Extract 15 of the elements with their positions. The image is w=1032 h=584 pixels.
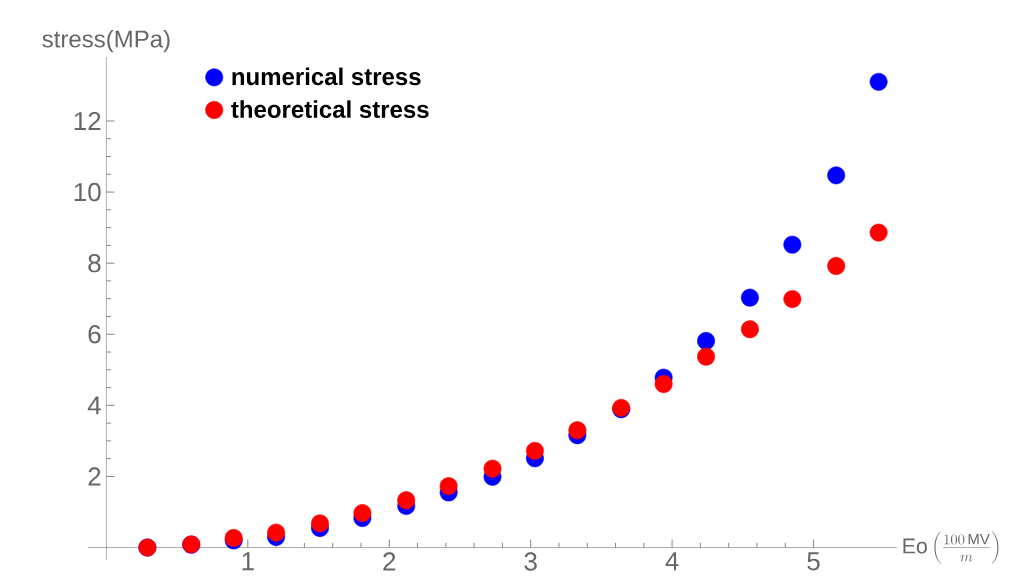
y-tick-label: 8 — [88, 253, 101, 273]
x-tick-label: 4 — [665, 552, 679, 571]
x-tick-label: 3 — [524, 552, 537, 571]
y-tick-label: 2 — [88, 467, 101, 486]
legend-label: theoretical stress — [231, 100, 429, 118]
y-tick-label: 12 — [74, 111, 101, 131]
y-tick-label: 4 — [87, 396, 101, 415]
y-tick-label: 10 — [74, 182, 101, 202]
legend-label: numerical stress — [232, 67, 421, 86]
x-tick-label: 1 — [242, 552, 254, 571]
y-axis-title: stress(MPa) — [42, 29, 170, 53]
x-axis-title: $\mathrm{Eo}\left(\frac{100\,\mathrm{MV}}{m}\right)$ — [903, 531, 999, 564]
x-tick-label: 5 — [807, 552, 820, 571]
x-tick-label: 2 — [383, 552, 396, 571]
y-tick-label: 6 — [88, 325, 101, 344]
